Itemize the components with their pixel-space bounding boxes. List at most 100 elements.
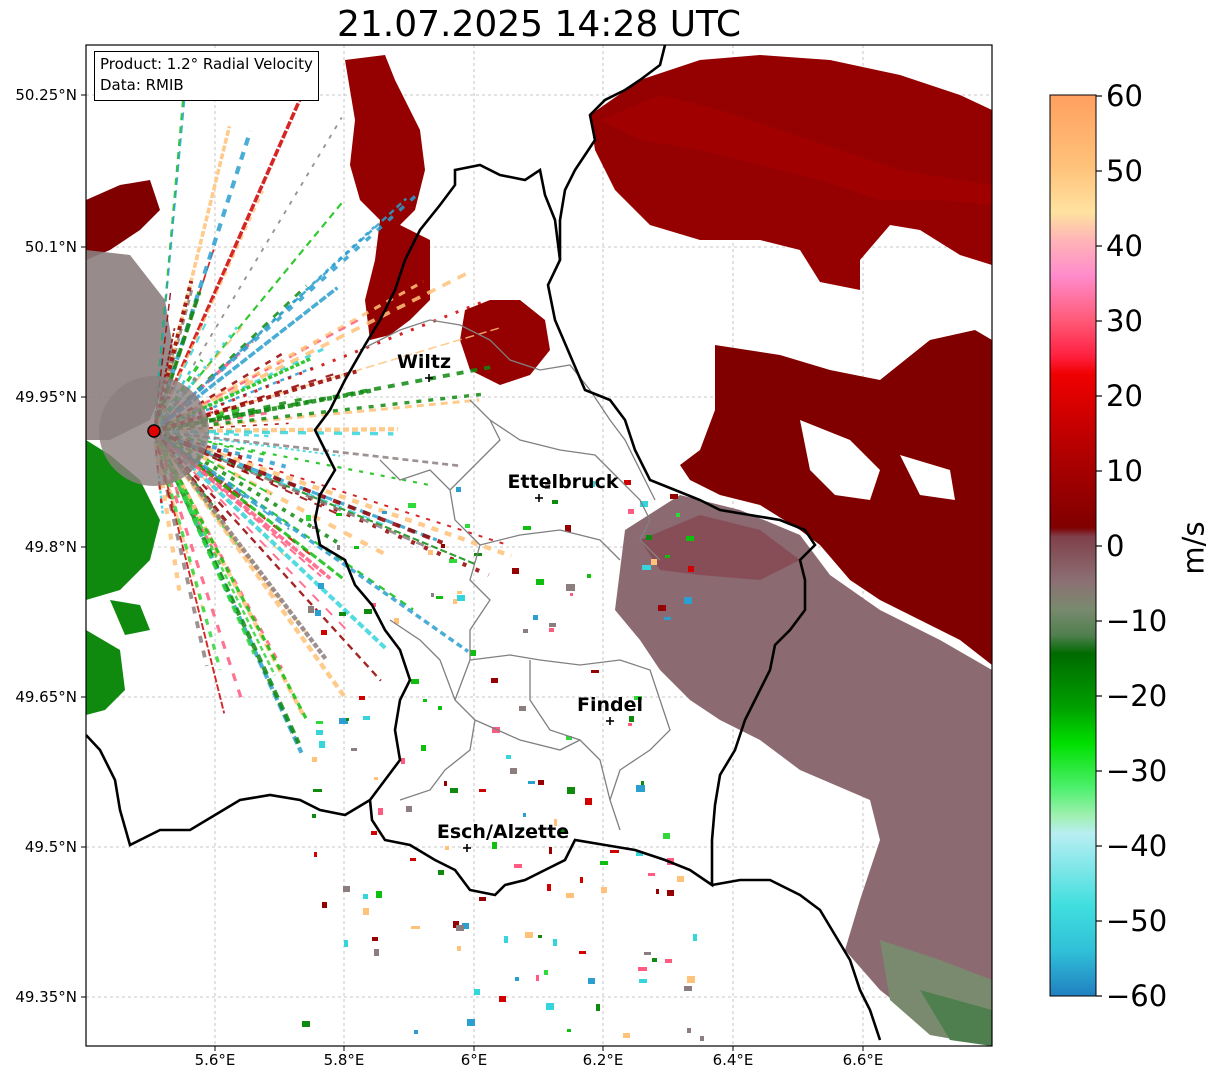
speckle (560, 829, 567, 833)
info-box: Product: 1.2° Radial Velocity Data: RMIB (94, 51, 319, 101)
speckle (449, 559, 457, 563)
speckle (344, 940, 348, 947)
speckle (506, 755, 511, 759)
speckle (546, 1003, 554, 1010)
speckle (401, 758, 405, 764)
clutter-ray (153, 430, 272, 495)
speckle (444, 781, 447, 786)
speckle (456, 487, 461, 492)
speckle (687, 976, 695, 983)
clutter-ray (152, 430, 304, 754)
speckle (610, 850, 619, 853)
speckle (406, 806, 412, 812)
speckle (547, 884, 551, 891)
speckle (567, 787, 575, 794)
lat-tick-label: 49.65°N (15, 688, 77, 706)
speckle (470, 650, 476, 656)
city-label-ettelbruck: Ettelbruck (507, 471, 619, 493)
speckle (566, 584, 575, 591)
lat-tick-label: 49.35°N (15, 988, 77, 1006)
speckle (394, 618, 399, 624)
speckle (676, 513, 680, 517)
speckle (636, 785, 645, 792)
speckle (423, 699, 427, 702)
clutter-ray (152, 429, 328, 661)
clutter-ray (153, 338, 321, 433)
speckle (553, 939, 557, 946)
speckle (363, 716, 370, 720)
speckle (363, 894, 368, 899)
speckle (634, 696, 642, 700)
speckle (351, 748, 357, 751)
colorbar-tick-label: 50 (1106, 154, 1143, 188)
speckle (623, 1033, 630, 1038)
speckle (453, 599, 457, 604)
clutter-ray (153, 396, 309, 433)
speckle (525, 932, 533, 938)
speckle (336, 513, 342, 516)
speckle (343, 886, 350, 892)
canton-borders (359, 319, 671, 831)
speckle (566, 893, 574, 898)
clutter-ray (153, 370, 343, 433)
speckle (411, 679, 419, 684)
lon-tick-label: 5.8°E (323, 1051, 365, 1069)
speckle (624, 480, 631, 485)
clutter-ray (153, 280, 425, 433)
colorbar-tick-label: −10 (1106, 604, 1168, 638)
speckle (453, 921, 459, 928)
speckle (410, 858, 416, 861)
speckle (590, 481, 595, 487)
axis-ticks (81, 94, 864, 1051)
speckle (474, 553, 482, 556)
luxembourg-border (313, 163, 817, 897)
lat-tick-label: 49.95°N (15, 388, 77, 406)
speckle (570, 593, 573, 596)
speckle (601, 887, 607, 893)
speckle (591, 670, 599, 673)
speckle (408, 503, 416, 508)
clutter-ray (153, 96, 186, 432)
speckle (364, 609, 372, 614)
lat-tick-label: 49.5°N (24, 838, 77, 856)
plus-marker-icon (606, 717, 614, 725)
speckle (544, 970, 548, 975)
lon-tick-label: 6.4°E (712, 1051, 754, 1069)
clutter-ray (153, 327, 499, 432)
velocity-echo-northeast (590, 55, 992, 290)
colorbar-tick-label: 20 (1106, 379, 1143, 413)
speckle (677, 876, 684, 882)
velocity-echo-north (86, 55, 550, 385)
lon-tick-label: 5.6°E (194, 1051, 236, 1069)
speckle (565, 525, 571, 532)
speckle (312, 526, 316, 529)
clutter-ray (153, 430, 384, 525)
speckle (629, 716, 634, 722)
speckle (567, 1029, 571, 1032)
speckle (700, 1036, 704, 1041)
velocity-echo-southeast (615, 495, 992, 1046)
velocity-echo-east (680, 330, 992, 665)
plus-marker-icon (463, 844, 471, 852)
belgian-border (86, 734, 371, 847)
speckle (479, 789, 486, 792)
speckle (462, 923, 469, 929)
speckle (663, 833, 670, 839)
speckle (499, 996, 506, 1002)
clutter-ray (152, 430, 276, 676)
clutter-ray (152, 429, 229, 524)
speckle (523, 526, 531, 530)
speckle (445, 846, 449, 850)
speckle (693, 934, 697, 941)
speckle (316, 730, 323, 735)
speckle (628, 509, 634, 514)
speckle (514, 864, 522, 868)
speckle (319, 741, 325, 748)
plus-marker-icon (535, 494, 543, 502)
clutter-ray (152, 291, 202, 432)
speckle (641, 781, 644, 785)
plus-marker-icon (425, 374, 433, 382)
speckle (646, 535, 652, 540)
speckle (312, 757, 317, 762)
data-source-text: Data: RMIB (100, 76, 184, 94)
